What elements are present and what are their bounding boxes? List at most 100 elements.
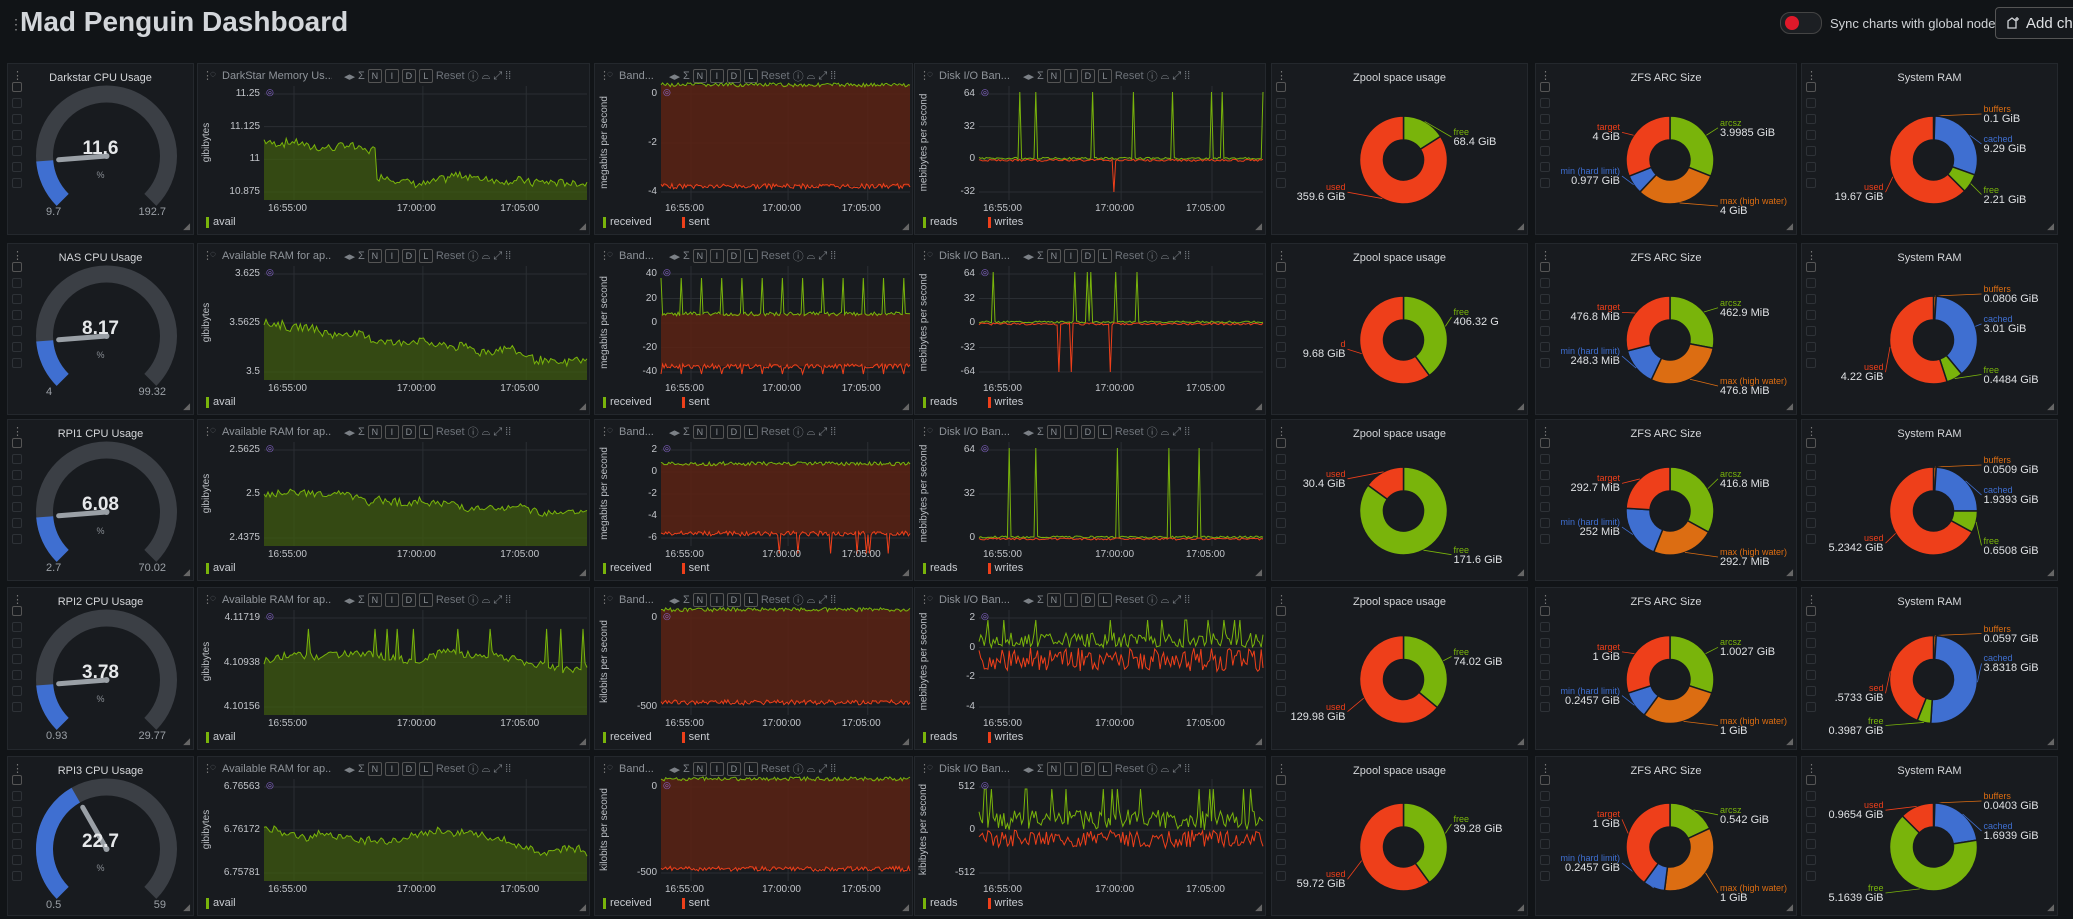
side-control[interactable] — [1276, 670, 1286, 680]
slice-red[interactable] — [1358, 802, 1431, 892]
info-icon[interactable]: ⓘ — [792, 427, 804, 439]
ram-donut-svg[interactable] — [1802, 420, 2058, 581]
slice-red[interactable] — [1625, 115, 1671, 178]
side-control[interactable] — [1806, 326, 1816, 336]
reset-button[interactable]: Reset — [1114, 426, 1144, 438]
panel-menu-icon[interactable]: ⋮ — [1276, 594, 1287, 606]
resize-handle-icon[interactable]: ◢ — [2047, 401, 2054, 411]
i-icon[interactable]: I — [384, 593, 399, 607]
expand-icon[interactable]: ⤢ — [1172, 425, 1182, 438]
resize-handle-icon[interactable]: ◢ — [2047, 567, 2054, 577]
side-control[interactable] — [1276, 638, 1286, 648]
side-control[interactable] — [1806, 82, 1816, 92]
side-control[interactable] — [1276, 146, 1286, 156]
side-control[interactable] — [12, 534, 22, 544]
slice-orange[interactable] — [1663, 827, 1715, 892]
side-control[interactable] — [1806, 114, 1816, 124]
pan-icon[interactable]: ◂▸ — [344, 250, 356, 263]
side-control[interactable] — [1540, 114, 1550, 124]
slice-red[interactable] — [1888, 466, 1974, 556]
side-control[interactable] — [12, 702, 22, 712]
side-control[interactable] — [1540, 310, 1550, 320]
side-control[interactable] — [1806, 807, 1816, 817]
chart-title[interactable]: Available RAM for ap... — [222, 763, 332, 775]
n-icon[interactable]: N — [692, 69, 707, 83]
ram-donut-svg[interactable] — [1802, 757, 2058, 916]
side-control[interactable] — [1276, 454, 1286, 464]
resize-handle-icon[interactable]: ◢ — [1517, 221, 1524, 231]
d-icon[interactable]: D — [401, 69, 416, 83]
side-control[interactable] — [12, 438, 22, 448]
n-icon[interactable]: N — [692, 249, 707, 263]
side-control[interactable] — [12, 686, 22, 696]
i-icon[interactable]: I — [709, 425, 724, 439]
i-icon[interactable]: I — [1063, 762, 1078, 776]
d-icon[interactable]: D — [1080, 425, 1095, 439]
expand-icon[interactable]: ⤢ — [493, 425, 503, 438]
n-icon[interactable]: N — [1046, 69, 1061, 83]
side-control[interactable] — [1540, 146, 1550, 156]
i-icon[interactable]: I — [1063, 425, 1078, 439]
side-control[interactable] — [1806, 791, 1816, 801]
chart-type-icon[interactable]: ⌓ — [481, 425, 491, 438]
side-control[interactable] — [1276, 178, 1286, 188]
legend[interactable]: avail — [206, 897, 236, 909]
resize-handle-icon[interactable]: ◢ — [2047, 902, 2054, 912]
chart-title[interactable]: Disk I/O Ban... — [939, 426, 1010, 438]
panel-menu-icon[interactable]: ⋮ — [1540, 426, 1551, 438]
legend[interactable]: received sent — [603, 897, 709, 909]
mem-chart-svg[interactable] — [198, 757, 590, 916]
i-icon[interactable]: I — [384, 425, 399, 439]
info-icon[interactable]: ⓘ — [792, 764, 804, 776]
info-icon[interactable]: ⓘ — [1146, 71, 1158, 83]
arc-donut-svg[interactable] — [1536, 757, 1797, 916]
panel-menu-icon[interactable]: ⋮ — [12, 70, 23, 82]
chart-type-icon[interactable]: ⌓ — [1160, 593, 1170, 606]
chart-type-icon[interactable]: ⌓ — [806, 593, 816, 606]
side-control[interactable] — [1540, 839, 1550, 849]
side-control[interactable] — [12, 855, 22, 865]
n-icon[interactable]: N — [367, 249, 382, 263]
info-icon[interactable]: ⓘ — [467, 764, 479, 776]
i-icon[interactable]: I — [384, 249, 399, 263]
legend[interactable]: reads writes — [923, 396, 1023, 408]
slice-red[interactable] — [1625, 802, 1671, 884]
resize-handle-icon[interactable]: ◢ — [902, 567, 909, 577]
info-icon[interactable]: ⓘ — [1146, 764, 1158, 776]
side-control[interactable] — [1276, 791, 1286, 801]
resize-handle-icon[interactable]: ◢ — [1517, 567, 1524, 577]
drag-icon[interactable]: ⁞⁞ — [830, 594, 837, 606]
sum-icon[interactable]: Σ — [1037, 594, 1044, 606]
side-control[interactable] — [1806, 775, 1816, 785]
d-icon[interactable]: D — [726, 762, 741, 776]
l-icon[interactable]: L — [743, 593, 758, 607]
chart-type-icon[interactable]: ⌓ — [806, 69, 816, 82]
side-control[interactable] — [12, 114, 22, 124]
arc-donut-svg[interactable] — [1536, 244, 1797, 415]
side-control[interactable] — [1540, 502, 1550, 512]
slice-red[interactable] — [1366, 466, 1405, 501]
chart-title[interactable]: Disk I/O Ban... — [939, 70, 1010, 82]
n-icon[interactable]: N — [367, 69, 382, 83]
resize-handle-icon[interactable]: ◢ — [1255, 401, 1262, 411]
side-control[interactable] — [1276, 114, 1286, 124]
panel-menu-icon[interactable]: ⋮ — [202, 763, 213, 775]
i-icon[interactable]: I — [709, 249, 724, 263]
slice-green[interactable] — [1402, 634, 1449, 709]
resize-handle-icon[interactable]: ◢ — [1786, 401, 1793, 411]
n-icon[interactable]: N — [1046, 593, 1061, 607]
n-icon[interactable]: N — [692, 425, 707, 439]
resize-handle-icon[interactable]: ◢ — [902, 221, 909, 231]
resize-handle-icon[interactable]: ◢ — [1786, 567, 1793, 577]
d-icon[interactable]: D — [1080, 249, 1095, 263]
drag-icon[interactable]: ⁞⁞ — [1184, 426, 1191, 438]
side-control[interactable] — [1276, 438, 1286, 448]
side-control[interactable] — [1540, 454, 1550, 464]
l-icon[interactable]: L — [743, 425, 758, 439]
slice-red[interactable] — [1625, 466, 1671, 511]
side-control[interactable] — [1540, 686, 1550, 696]
side-control[interactable] — [12, 654, 22, 664]
side-control[interactable] — [1540, 486, 1550, 496]
side-control[interactable] — [1806, 502, 1816, 512]
chart-title[interactable]: Available RAM for ap... — [222, 426, 332, 438]
